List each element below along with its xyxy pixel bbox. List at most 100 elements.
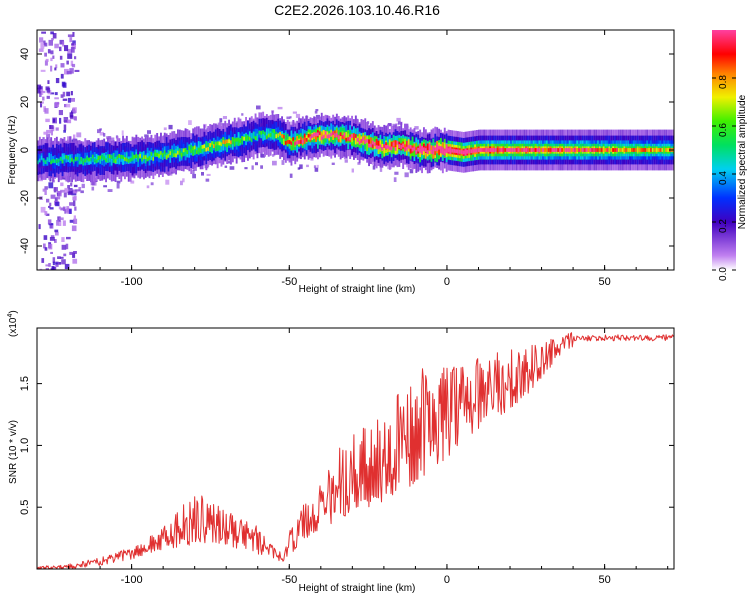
spectrogram-cell [627, 148, 630, 152]
spectrogram-cell [86, 156, 89, 161]
spectrogram-cell [91, 154, 94, 159]
spectrogram-cell [216, 141, 219, 146]
spectrogram-cell [491, 148, 493, 152]
spectrogram-cell [250, 133, 253, 141]
spectrogram-cell [320, 136, 323, 141]
spectrogram-cell [201, 146, 204, 154]
spectrogram-cell [60, 94, 64, 98]
spectrogram-cell [80, 157, 83, 162]
colorbar-tick-label: 0.8 [718, 75, 729, 89]
spectrogram-cell [322, 129, 325, 138]
spectrogram-cell [371, 140, 374, 145]
spectrogram-cell [42, 158, 45, 166]
spectrogram-cell [318, 134, 321, 142]
spectrogram-cell [523, 148, 526, 152]
spectrogram-cell [292, 137, 295, 141]
spectrogram-cell [339, 135, 342, 143]
spectrogram-cell [203, 144, 206, 149]
spectrogram-cell [648, 148, 650, 152]
spectrogram-cell [351, 135, 353, 143]
spectrogram-cell [498, 148, 501, 152]
spectrogram-cell [62, 98, 68, 101]
spectrogram-cell [353, 136, 355, 141]
spectrogram-cell [313, 165, 316, 169]
spectrogram-cell [409, 146, 412, 154]
spectrogram-cell [219, 118, 223, 123]
spectrogram-cell [74, 206, 77, 211]
spectrogram-cell [504, 148, 507, 152]
spectrogram-cell [347, 137, 350, 141]
spectrogram-cell [383, 146, 386, 154]
spectrogram-cell [235, 138, 238, 146]
spectrogram-cell [288, 140, 291, 144]
spectrogram-cell [54, 159, 56, 164]
spectrogram-cell [45, 264, 50, 267]
spectrogram-cell [324, 131, 327, 139]
spectrogram-cell [63, 117, 69, 123]
spectrogram-cell [334, 133, 336, 138]
spectrogram-cell [349, 136, 352, 141]
spectrogram-cell [434, 147, 437, 156]
spectrogram-cell [37, 153, 39, 161]
spectrogram-cell [63, 124, 67, 131]
spectrogram-cell [296, 136, 299, 144]
spectrogram-cell [237, 137, 240, 142]
spectrogram-cell [470, 149, 473, 154]
spectrogram-cell [64, 104, 67, 108]
spectrogram-cell [375, 139, 378, 147]
spectrogram-cell [341, 135, 344, 139]
spectrogram-cell [332, 131, 335, 135]
spectrogram-cell [534, 148, 537, 152]
spectrogram-cell [64, 263, 70, 270]
snr-frame [36, 327, 675, 570]
spectrogram-cell [101, 154, 104, 159]
spectrogram-cell [247, 136, 249, 140]
spectrogram-cell [54, 97, 59, 100]
spectrogram-cell [289, 116, 292, 119]
spectrogram-cell [48, 153, 51, 161]
spectrogram-cell [62, 206, 66, 212]
spectrogram-cell [73, 134, 76, 139]
spectrogram-cell [421, 147, 423, 155]
spectrogram-cell [43, 40, 46, 45]
spectrogram-cell [243, 136, 246, 141]
spectrogram-cell [397, 121, 401, 125]
spectrogram-cell [52, 159, 54, 163]
spectrogram-cell [612, 148, 615, 152]
spectrogram-cell [438, 148, 440, 156]
spectrogram-cell [177, 150, 179, 155]
spectrogram-cell [54, 43, 59, 49]
spectrogram-cell [44, 42, 48, 47]
spectrogram-cell [472, 149, 475, 153]
spectrogram-cell [62, 41, 65, 47]
spectrogram-cell [141, 152, 143, 160]
spectrogram-cell [303, 136, 306, 144]
spectrogram-cell [538, 148, 541, 152]
spectrogram-cell [373, 142, 376, 147]
spectrogram-cell [38, 154, 41, 162]
spectrogram-cell [56, 220, 59, 226]
spectrogram-cell [339, 132, 342, 137]
spectrogram-cell [42, 90, 46, 94]
spectrogram-cell [328, 134, 331, 139]
spectrogram-cell [160, 151, 162, 159]
spectrogram-cell [146, 185, 150, 189]
spectrogram-cell [71, 157, 73, 162]
spectrogram-cell [621, 148, 624, 152]
spectrogram-cell [180, 153, 183, 157]
spectrogram-cell [393, 177, 397, 182]
spectrogram-cell [572, 148, 575, 152]
spectrogram-cell [379, 144, 382, 149]
spectrogram-cell [99, 131, 104, 136]
spectrogram-cell [667, 148, 669, 152]
spectrogram-cell [476, 148, 478, 153]
spectrogram-cell [55, 127, 59, 131]
spectrogram-cell [201, 145, 204, 149]
spectrogram-cell [207, 142, 210, 151]
spectrogram-cell [69, 154, 72, 162]
spectrogram-cell [62, 91, 66, 97]
spectrogram-cell [256, 105, 261, 110]
spectrogram-cell [222, 140, 225, 144]
spectrogram-cell [44, 108, 49, 114]
spectrogram-cell [46, 133, 50, 139]
